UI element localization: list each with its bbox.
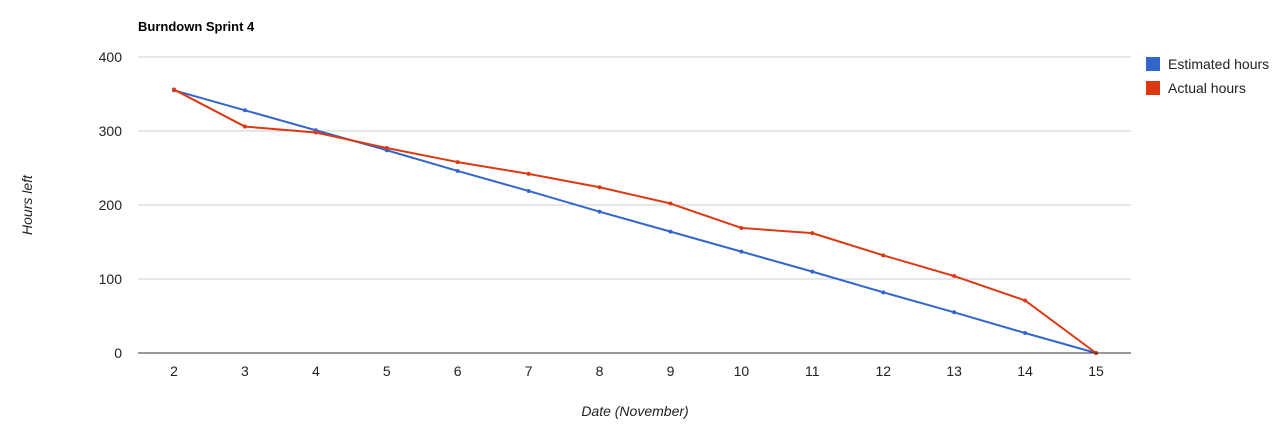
legend-item: Estimated hours	[1146, 56, 1269, 72]
data-point	[810, 269, 815, 274]
data-point	[597, 185, 602, 190]
x-tick-label: 4	[312, 363, 320, 379]
data-point	[242, 108, 247, 113]
x-tick-label: 5	[383, 363, 391, 379]
y-axis-ticks: 0 100 200 300 400	[99, 49, 123, 361]
x-tick-label: 6	[454, 363, 462, 379]
data-point	[1023, 298, 1028, 303]
data-point	[172, 87, 176, 92]
data-point	[455, 160, 460, 165]
data-point	[881, 253, 886, 258]
data-point	[952, 310, 957, 315]
series-layer	[172, 87, 1098, 355]
data-point	[881, 290, 886, 295]
data-point	[952, 274, 957, 279]
data-point	[455, 168, 460, 173]
legend-swatch	[1146, 81, 1160, 95]
data-point	[384, 146, 389, 151]
legend-swatch	[1146, 57, 1160, 71]
legend: Estimated hours Actual hours	[1146, 56, 1269, 96]
data-point	[526, 171, 531, 176]
y-axis-title: Hours left	[19, 174, 35, 235]
data-point	[242, 124, 247, 129]
x-tick-label: 12	[875, 363, 891, 379]
x-tick-label: 3	[241, 363, 249, 379]
x-tick-label: 14	[1017, 363, 1033, 379]
y-tick-label: 200	[99, 197, 123, 213]
x-tick-label: 8	[596, 363, 604, 379]
x-tick-label: 2	[170, 363, 178, 379]
data-point	[1023, 331, 1028, 336]
x-tick-label: 13	[946, 363, 962, 379]
x-tick-label: 15	[1088, 363, 1104, 379]
series-1	[172, 87, 1098, 355]
legend-item: Actual hours	[1146, 80, 1246, 96]
y-tick-label: 400	[99, 49, 123, 65]
x-tick-label: 9	[667, 363, 675, 379]
data-point	[739, 225, 744, 230]
x-tick-label: 7	[525, 363, 533, 379]
data-point	[668, 229, 673, 234]
data-point	[597, 209, 602, 214]
series-0	[172, 88, 1098, 355]
legend-label: Estimated hours	[1168, 56, 1269, 72]
gridlines	[138, 56, 1131, 280]
x-tick-label: 10	[734, 363, 750, 379]
data-point	[810, 231, 815, 236]
legend-label: Actual hours	[1168, 80, 1246, 96]
series-line	[173, 88, 1097, 354]
data-point	[739, 249, 744, 254]
x-axis-ticks: 2 3 4 5 6 7 8 9 10 11 12 13 14 15	[170, 363, 1104, 379]
y-tick-label: 300	[99, 123, 123, 139]
y-tick-label: 0	[114, 345, 122, 361]
data-point	[313, 130, 318, 135]
chart-title: Burndown Sprint 4	[138, 19, 255, 34]
data-point	[526, 188, 531, 193]
x-axis-title: Date (November)	[581, 403, 688, 419]
series-line	[173, 89, 1097, 354]
x-tick-label: 11	[805, 363, 820, 379]
data-point	[668, 201, 673, 206]
y-tick-label: 100	[99, 271, 123, 287]
